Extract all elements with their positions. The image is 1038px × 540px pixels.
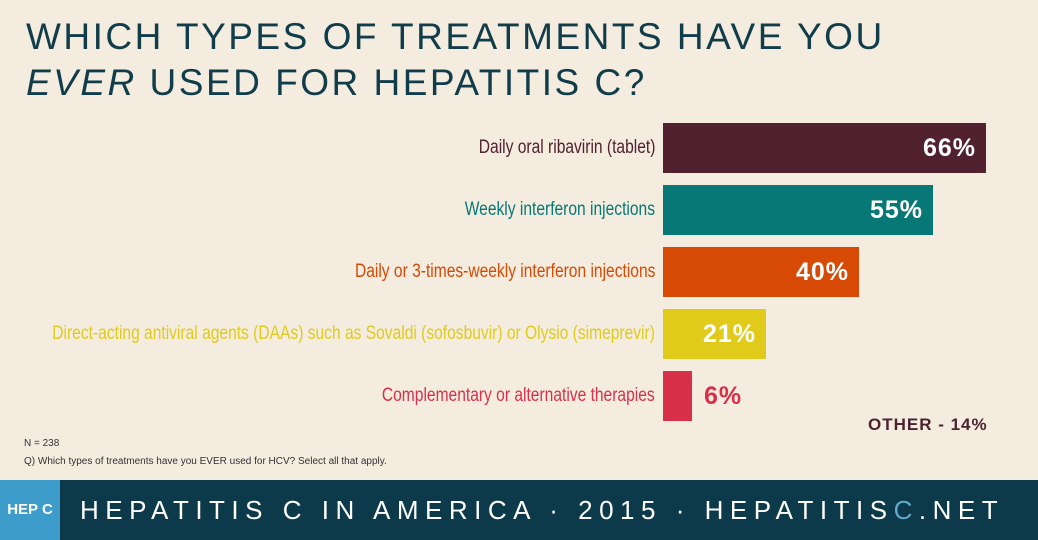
footer-text: HEPATITIS C IN AMERICA · 2015 · HEPATITI… bbox=[80, 480, 1004, 540]
category-label: Weekly interferon injections bbox=[464, 199, 655, 220]
title-emphasis: EVER bbox=[26, 62, 137, 103]
category-label: Direct-acting antiviral agents (DAAs) su… bbox=[52, 323, 655, 344]
footer-text-end: .NET bbox=[918, 495, 1005, 525]
footer-text-main: HEPATITIS C IN AMERICA · 2015 · HEPATITI… bbox=[80, 495, 894, 525]
bar bbox=[663, 309, 766, 359]
other-label: OTHER - 14% bbox=[868, 415, 988, 434]
chart-title: Which types of treatments have you EVER … bbox=[26, 14, 885, 106]
sample-size: N = 238 bbox=[24, 438, 60, 449]
category-label: Daily oral ribavirin (tablet) bbox=[478, 137, 655, 158]
value-label: 66% bbox=[922, 134, 976, 162]
value-label: 55% bbox=[869, 196, 923, 224]
category-label: Complementary or alternative therapies bbox=[382, 385, 655, 406]
value-label: 21% bbox=[702, 320, 756, 348]
question-note: Q) Which types of treatments have you EV… bbox=[24, 456, 387, 467]
hepc-logo: HEP C bbox=[0, 480, 60, 540]
bar bbox=[663, 371, 692, 421]
bar bbox=[663, 247, 859, 297]
value-label: 6% bbox=[704, 382, 743, 410]
title-line-2-rest: used for Hepatitis C? bbox=[136, 62, 647, 103]
category-label: Daily or 3-times-weekly interferon injec… bbox=[354, 261, 655, 282]
bar bbox=[663, 123, 986, 173]
footer-banner: HEP C HEPATITIS C IN AMERICA · 2015 · HE… bbox=[0, 480, 1038, 540]
title-line-2: EVER used for Hepatitis C? bbox=[26, 60, 885, 106]
value-label: 40% bbox=[795, 258, 849, 286]
footer-text-c: C bbox=[893, 495, 919, 525]
bar bbox=[663, 185, 933, 235]
title-line-1: Which types of treatments have you bbox=[26, 16, 885, 57]
